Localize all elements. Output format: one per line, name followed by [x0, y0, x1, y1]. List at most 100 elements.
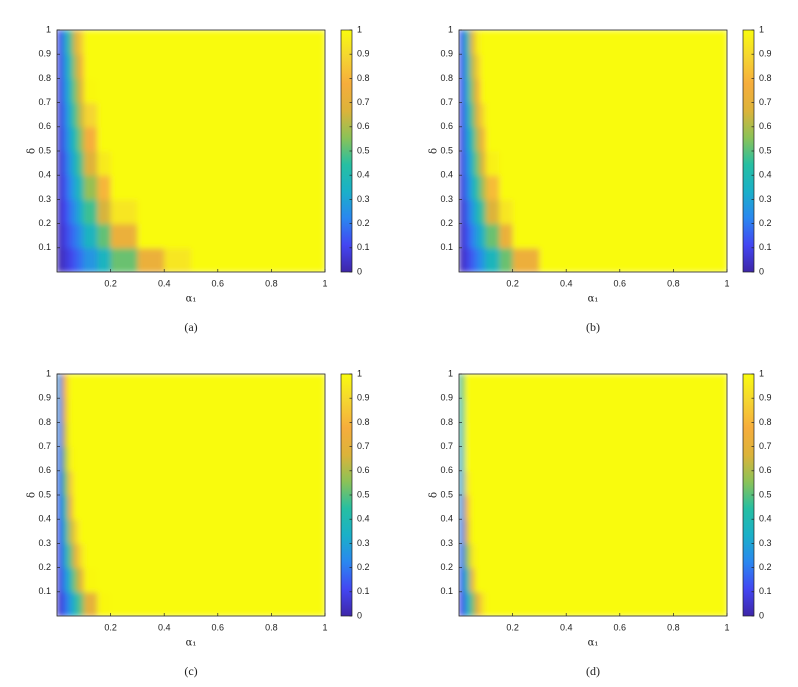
panel: 0.2 0.4 0.6 0.8 1 0.1 0.2 0.3 0.4 0.5 0.6 0.7 0.8 0.9… [429, 24, 772, 333]
heatmap-cell [73, 422, 80, 448]
heatmap-cell [137, 374, 165, 399]
y-axis-label: δ [27, 148, 38, 154]
heatmap-cell [539, 495, 567, 520]
heatmap-cell [459, 223, 465, 249]
heatmap-cell [164, 151, 192, 176]
heatmap-cell [217, 398, 246, 423]
colorbar-tick-label: 0.2 [759, 218, 772, 228]
heatmap-cell [475, 54, 482, 79]
y-tick-label: 0.9 [440, 49, 453, 59]
heatmap-cell [485, 495, 500, 520]
colorbar-tick-label: 1 [759, 368, 764, 378]
heatmap-cell [78, 398, 85, 423]
heatmap-cell [137, 446, 165, 472]
heatmap-cell [78, 102, 85, 128]
heatmap-cell [78, 78, 85, 104]
heatmap-cell [191, 446, 219, 472]
heatmap-cell [485, 422, 500, 448]
heatmap-cell [459, 543, 465, 569]
heatmap-cell [464, 543, 471, 569]
heatmap-cell [97, 519, 112, 544]
heatmap-cell [464, 519, 471, 544]
heatmap-cell [137, 470, 165, 496]
x-tick-label: 0.8 [667, 622, 680, 632]
heatmap-cell [646, 126, 727, 152]
y-tick-label: 0.3 [440, 538, 453, 548]
heatmap-cell [217, 374, 246, 399]
heatmap-cell [244, 374, 325, 399]
colorbar-tick-label: 0.5 [357, 145, 370, 155]
heatmap-cell [83, 398, 98, 423]
x-axis-label: α₁ [588, 294, 599, 305]
heatmap-cell [164, 495, 192, 520]
y-tick-label: 0.6 [440, 465, 453, 475]
heatmap-cell [619, 422, 648, 448]
caption: (b) [586, 320, 600, 334]
heatmap-cell [83, 374, 98, 399]
heatmap-cell [619, 495, 648, 520]
heatmap-cell [164, 519, 192, 544]
heatmap-cell [475, 591, 482, 616]
caption: (d) [586, 664, 600, 678]
heatmap-cell [83, 30, 98, 55]
heatmap-cell [244, 199, 325, 225]
heatmap-cell [83, 199, 98, 225]
heatmap-cell [593, 102, 621, 128]
x-tick-label: 0.6 [212, 622, 225, 632]
heatmap-cell [164, 223, 192, 249]
heatmap-cell [593, 543, 621, 569]
colorbar-tick-label: 0.8 [357, 73, 370, 83]
y-tick-label: 0.7 [440, 97, 453, 107]
heatmap-cell [459, 446, 465, 472]
heatmap-cell [244, 543, 325, 569]
heatmap-cell [62, 470, 69, 496]
heatmap-cell [137, 398, 165, 423]
y-tick-label: 0.2 [38, 562, 51, 572]
heatmap-cell [78, 422, 85, 448]
heatmap-cell [83, 591, 98, 616]
heatmap-cell [217, 223, 246, 249]
heatmap-cell [57, 374, 63, 399]
heatmap-cell [137, 126, 165, 152]
heatmap-cell [164, 199, 192, 225]
heatmap-cell [459, 567, 465, 593]
heatmap-cell [593, 446, 621, 472]
heatmap-cell [480, 470, 487, 496]
heatmap-cell [539, 175, 567, 200]
heatmap-cell [480, 199, 487, 225]
heatmap-cell [539, 398, 567, 423]
heatmap-cell [137, 102, 165, 128]
heatmap-cell [480, 495, 487, 520]
colorbar-tick-label: 0.9 [357, 49, 370, 59]
heatmap-cell [57, 30, 63, 55]
heatmap-cell [78, 175, 85, 200]
y-tick-label: 0.3 [38, 538, 51, 548]
colorbar-tick-label: 1 [759, 24, 764, 34]
colorbar-tick-label: 0.6 [357, 121, 370, 131]
heatmap-cell [480, 591, 487, 616]
y-tick-label: 0.4 [440, 514, 453, 524]
heatmap-cell [62, 247, 69, 272]
heatmap-cell [499, 519, 514, 544]
heatmap-cell [485, 126, 500, 152]
heatmap-cell [217, 591, 246, 616]
heatmap-cell [191, 374, 219, 399]
heatmap-cell [110, 519, 138, 544]
y-tick-label: 0.8 [440, 73, 453, 83]
y-tick-label: 0.8 [440, 417, 453, 427]
heatmap-cell [646, 446, 727, 472]
heatmap-cell [539, 151, 567, 176]
heatmap-cell [619, 54, 648, 79]
heatmap-cell [499, 495, 514, 520]
heatmap-cell [539, 543, 567, 569]
y-tick-label: 0.5 [38, 145, 51, 155]
heatmap-cell [78, 519, 85, 544]
x-axis-label: α₁ [588, 638, 599, 649]
heatmap-cell [57, 567, 63, 593]
heatmap-cell [646, 519, 727, 544]
heatmap-cell [57, 199, 63, 225]
heatmap-cell [619, 591, 648, 616]
heatmap-cell [83, 470, 98, 496]
heatmap-cell [191, 519, 219, 544]
heatmap-cell [539, 519, 567, 544]
